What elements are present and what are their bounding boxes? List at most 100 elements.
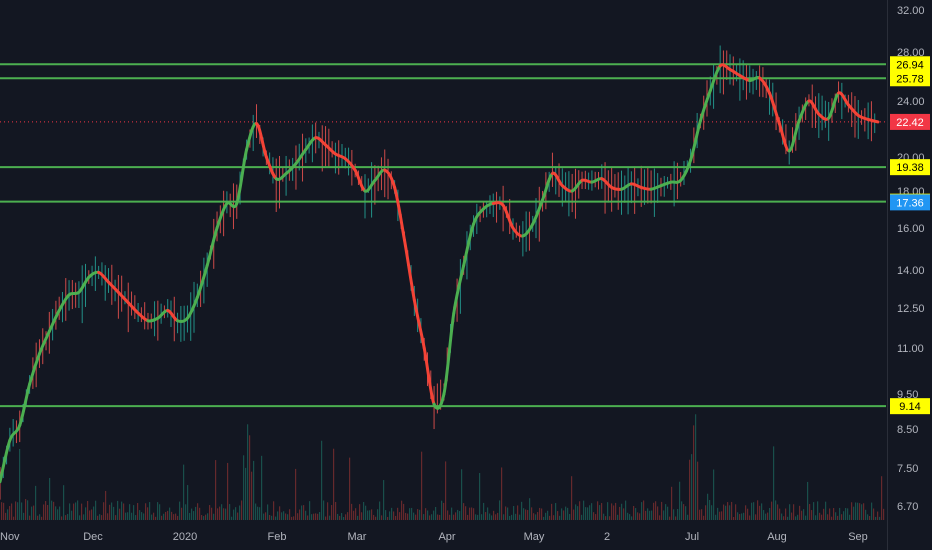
time-axis[interactable]: Nov Dec 2020 Feb Mar Apr May 2 Jul Aug Sep xyxy=(0,531,868,543)
volume-bar xyxy=(665,504,667,520)
volume-bar xyxy=(91,509,93,520)
volume-bar xyxy=(281,512,283,520)
volume-bar xyxy=(221,504,223,520)
volume-bar xyxy=(705,505,707,520)
y-tick-label: 8.50 xyxy=(897,424,918,436)
y-tick-label: 24.00 xyxy=(897,96,925,108)
volume-bar xyxy=(81,503,83,520)
ma-segment xyxy=(67,290,81,297)
volume-bar xyxy=(337,513,339,520)
volume-bar xyxy=(243,455,245,520)
volume-bar xyxy=(855,502,857,520)
volume-bar xyxy=(795,516,797,520)
volume-bar xyxy=(439,514,441,520)
price-tag-label: 22.42 xyxy=(896,117,924,129)
ma-segment xyxy=(235,147,249,205)
volume-bar xyxy=(621,503,623,520)
volume-bar xyxy=(405,512,407,520)
volume-bar xyxy=(479,473,481,520)
volume-bar xyxy=(537,512,539,520)
volume-bar xyxy=(639,513,641,520)
volume-bar xyxy=(605,516,607,520)
volume-bar xyxy=(171,511,173,520)
volume-bar xyxy=(43,504,45,520)
volume-bar xyxy=(377,509,379,520)
y-tick-label: 9.50 xyxy=(897,389,918,401)
volume-bar xyxy=(745,505,747,520)
volume-bar xyxy=(319,511,321,520)
volume-bar xyxy=(29,515,31,520)
volume-bar xyxy=(653,502,655,520)
volume-bar xyxy=(843,511,845,520)
volume-bar xyxy=(395,515,397,520)
volume-bar xyxy=(179,501,181,520)
volume-bar xyxy=(741,513,743,520)
volume-bar xyxy=(357,515,359,520)
volume-bar xyxy=(823,508,825,520)
volume-bar xyxy=(515,513,517,520)
volume-bar xyxy=(245,467,247,520)
volume-bar xyxy=(175,513,177,520)
volume-bar xyxy=(657,506,659,520)
volume-bar xyxy=(239,505,241,520)
ma-segment xyxy=(767,91,781,126)
volume-bar xyxy=(557,511,559,520)
volume-bar xyxy=(63,485,65,520)
volume-bar xyxy=(119,508,121,520)
volume-bar xyxy=(773,446,775,520)
volume-bar xyxy=(77,500,79,520)
price-axis[interactable]: 32.0028.0024.0020.0018.0016.0014.0012.50… xyxy=(897,5,925,513)
level-price-tag-label: 9.14 xyxy=(899,401,920,413)
volume-bar xyxy=(275,516,277,520)
level-price-tag-label: 19.38 xyxy=(896,162,924,174)
volume-bar xyxy=(861,504,863,520)
volume-bar xyxy=(687,514,689,520)
ma-segment xyxy=(866,117,880,124)
volume-bar xyxy=(811,510,813,520)
volume-bar xyxy=(355,508,357,520)
volume-bar xyxy=(71,510,73,520)
volume-bar xyxy=(465,506,467,520)
volume-bar xyxy=(351,503,353,520)
volume-bar xyxy=(485,512,487,520)
volume-bar xyxy=(739,514,741,520)
volume-bar xyxy=(145,503,147,520)
volume-bar xyxy=(783,516,785,520)
volume-bar xyxy=(825,501,827,520)
volume-bar xyxy=(459,511,461,520)
volume-bar xyxy=(577,506,579,520)
volume-bar xyxy=(495,514,497,520)
volume-bar xyxy=(503,514,505,520)
volume-bar xyxy=(691,454,693,520)
volume-bar xyxy=(521,501,523,520)
x-tick-label: Dec xyxy=(83,531,103,543)
volume-bar xyxy=(883,508,885,520)
volume-bar xyxy=(335,501,337,520)
volume-bar xyxy=(421,451,423,520)
volume-bar xyxy=(237,512,239,520)
ma-segment xyxy=(442,311,456,396)
volume-bar xyxy=(339,515,341,520)
volume-bar xyxy=(709,499,711,520)
volume-bar xyxy=(333,448,335,520)
volume-bar xyxy=(857,502,859,520)
volume-bar xyxy=(87,500,89,520)
price-tag xyxy=(890,113,930,130)
volume-bar xyxy=(49,477,51,520)
volume-bar xyxy=(569,514,571,520)
y-tick-label: 28.00 xyxy=(897,47,925,59)
volume-bar xyxy=(871,502,873,520)
volume-bar xyxy=(835,512,837,520)
ma-segment xyxy=(432,392,446,410)
volume-bar xyxy=(873,508,875,520)
volume-bar xyxy=(197,503,199,520)
volume-bar xyxy=(477,514,479,520)
volume-bar xyxy=(217,508,219,520)
volume-bar xyxy=(809,504,811,520)
volume-bar xyxy=(323,500,325,520)
ma-segment xyxy=(452,264,466,315)
y-tick-label: 11.00 xyxy=(897,343,924,355)
volume-bar xyxy=(241,500,243,520)
volume-bar xyxy=(329,515,331,520)
volume-bar xyxy=(343,516,345,520)
